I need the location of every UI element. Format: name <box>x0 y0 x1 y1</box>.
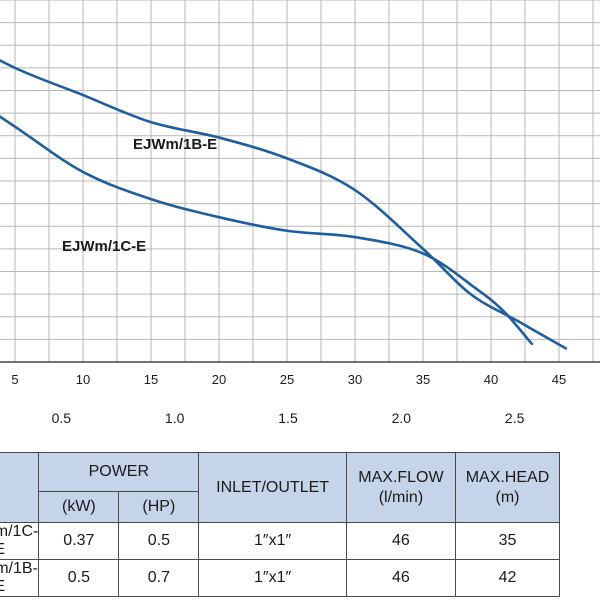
tick-label-lpm: 10 <box>76 372 90 387</box>
model-cell: EJWm/1C-E <box>0 522 40 560</box>
x-axis-m3h-ticks: 0.5 1.0 1.5 2.0 2.5 <box>52 410 525 426</box>
inlet-outlet-header: INLET/OUTLET <box>198 452 347 523</box>
tick-label-lpm: 20 <box>212 372 226 387</box>
inlet-outlet-cell: 1″x1″ <box>198 559 347 597</box>
hp-cell: 0.7 <box>118 559 200 597</box>
tick-label-m3h: 1.5 <box>278 410 298 426</box>
tick-label-lpm: 45 <box>552 372 566 387</box>
max-flow-cell: 46 <box>345 559 456 597</box>
tick-label-m3h: 2.0 <box>392 410 412 426</box>
max-flow-cell: 46 <box>345 522 456 560</box>
spec-table-container: POWER INLET/OUTLET MAX.FLOW (l/min) MAX.… <box>0 452 600 600</box>
inlet-outlet-cell: 1″x1″ <box>198 522 347 560</box>
max-head-cell: 35 <box>454 522 561 560</box>
kw-cell: 0.5 <box>38 559 120 597</box>
series-label-ejwm-1c-e: EJWm/1C-E <box>62 238 146 255</box>
max-head-label: MAX.HEAD <box>465 469 550 487</box>
tick-label-lpm: 5 <box>11 372 18 387</box>
tick-label-lpm: 25 <box>280 372 294 387</box>
max-head-cell: 42 <box>454 559 561 597</box>
hp-cell: 0.5 <box>118 522 200 560</box>
hp-header: (HP) <box>118 491 200 523</box>
power-header: POWER <box>38 452 200 492</box>
max-head-header: MAX.HEAD (m) <box>454 452 561 523</box>
tick-label-lpm: 15 <box>144 372 158 387</box>
table-row: EJWm/1C-E 0.37 0.5 1″x1″ 46 35 <box>0 522 561 560</box>
model-cell: EJWm/1B-E <box>0 559 40 597</box>
x-axis-lpm-ticks: 5 10 15 20 25 30 35 40 45 <box>11 372 566 387</box>
model-header <box>0 452 40 523</box>
tick-label-lpm: 30 <box>348 372 362 387</box>
series-label-ejwm-1b-e: EJWm/1B-E <box>133 136 217 153</box>
max-flow-unit: (l/min) <box>378 488 424 506</box>
tick-label-m3h: 2.5 <box>505 410 525 426</box>
chart-grid <box>0 0 600 363</box>
performance-curves <box>0 59 568 350</box>
tick-label-lpm: 40 <box>484 372 498 387</box>
max-flow-label: MAX.FLOW <box>358 469 444 487</box>
performance-chart: EJWm/1B-E EJWm/1C-E 5 10 15 20 25 30 35 40 45 0.… <box>0 0 600 426</box>
tick-label-lpm: 35 <box>416 372 430 387</box>
chart-labels: EJWm/1B-E EJWm/1C-E <box>62 136 217 255</box>
kw-cell: 0.37 <box>38 522 120 560</box>
table-row: EJWm/1B-E 0.5 0.7 1″x1″ 46 42 <box>0 559 561 597</box>
curve-ejwm-1c-e <box>0 115 534 346</box>
tick-label-m3h: 1.0 <box>165 410 185 426</box>
spec-table: POWER INLET/OUTLET MAX.FLOW (l/min) MAX.… <box>0 452 561 597</box>
kw-header: (kW) <box>38 491 120 523</box>
tick-label-m3h: 0.5 <box>52 410 72 426</box>
max-head-unit: (m) <box>495 488 520 506</box>
max-flow-header: MAX.FLOW (l/min) <box>345 452 456 523</box>
curve-ejwm-1b-e <box>0 59 568 350</box>
